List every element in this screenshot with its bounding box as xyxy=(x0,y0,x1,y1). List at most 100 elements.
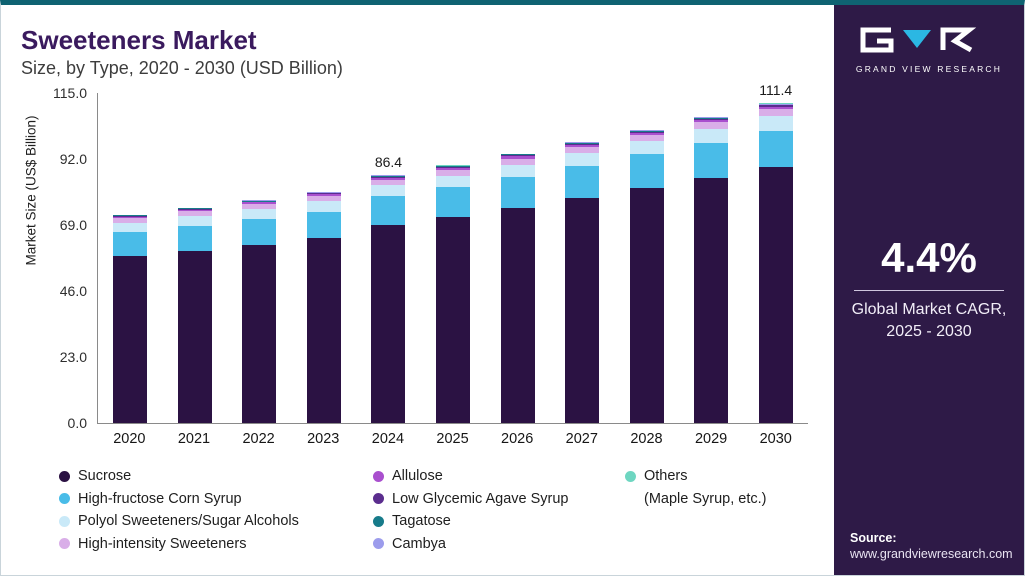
bar-segment xyxy=(758,130,793,168)
bar-slot-2023 xyxy=(292,93,357,423)
x-tick-label-2029: 2029 xyxy=(694,431,728,447)
stacked-bar-2025 xyxy=(436,165,470,423)
legend-label: Allulose xyxy=(392,468,443,485)
bar-segment xyxy=(177,208,212,209)
source-url: www.grandviewresearch.com xyxy=(850,547,1013,561)
bar-segment xyxy=(306,201,341,212)
stacked-bar-2023 xyxy=(306,191,341,423)
bar-segment xyxy=(371,176,406,178)
bar-segment xyxy=(306,211,341,239)
bar-segment xyxy=(177,216,212,226)
bar-segment xyxy=(565,144,600,147)
bar-segment xyxy=(629,188,664,423)
bar-segment xyxy=(177,250,212,423)
bar-segment xyxy=(629,131,664,133)
bar-segment xyxy=(306,192,341,193)
bar-segment xyxy=(629,130,664,131)
legend-swatch-icon xyxy=(373,538,384,550)
bar-slot-2020 xyxy=(98,93,163,423)
legend-label: Tagatose xyxy=(392,513,451,530)
bar-segment xyxy=(694,117,729,118)
source-block: Source: www.grandviewresearch.com xyxy=(850,531,1013,561)
legend-item: High-fructose Corn Syrup xyxy=(59,488,373,511)
bar-slot-2024: 86.4 xyxy=(356,93,421,423)
bar-segment xyxy=(371,175,406,177)
legend-column: Allulose Low Glycemic Agave Syrup Tagatose… xyxy=(373,465,625,555)
bar-segment xyxy=(177,208,212,210)
bar-segment xyxy=(629,134,664,142)
bar-slot-2026 xyxy=(485,93,550,423)
stacked-bar-2026 xyxy=(500,153,535,423)
bar-segment xyxy=(694,142,729,178)
bar-segment xyxy=(758,106,793,110)
bar-slot-2025 xyxy=(421,93,486,423)
y-tick-label: 115.0 xyxy=(53,85,87,101)
legend-swatch-icon xyxy=(59,470,70,482)
legend-column: Sucrose High-fructose Corn Syrup Polyol Sw… xyxy=(59,465,373,555)
bar-segment xyxy=(436,175,470,188)
bar-segment xyxy=(177,209,212,212)
bar-slot-2028 xyxy=(614,93,679,423)
bar-segment xyxy=(565,153,600,166)
cagr-value: 4.4% xyxy=(881,234,977,281)
bar-segment xyxy=(629,154,664,189)
bar-slot-2021 xyxy=(163,93,228,423)
chart-panel: Sweeteners Market Size, by Type, 2020 - … xyxy=(1,5,834,575)
bar-value-label-2024: 86.4 xyxy=(374,154,403,171)
x-tick-label-2026: 2026 xyxy=(501,431,534,447)
bar-value-label-2030: 111.4 xyxy=(759,82,793,99)
bar-slot-2030: 111.4 xyxy=(743,82,808,423)
legend-item: Others xyxy=(625,465,767,488)
cagr-divider xyxy=(854,290,1004,291)
bar-slot-2027 xyxy=(550,93,615,423)
bar-segment xyxy=(500,155,535,157)
legend-swatch-icon xyxy=(59,515,70,527)
bar-segment xyxy=(436,187,470,217)
legend-item: Tagatose xyxy=(373,510,625,533)
bar-segment xyxy=(436,165,470,167)
legend-sublabel: (Maple Syrup, etc.) xyxy=(644,490,767,507)
grand-view-research-logo: GRAND VIEW RESEARCH xyxy=(855,27,1003,74)
x-tick-label-2020: 2020 xyxy=(113,431,146,447)
bar-segment xyxy=(242,202,277,205)
gvr-logo-icon xyxy=(860,27,977,53)
bar-segment xyxy=(500,154,535,156)
legend-label: Low Glycemic Agave Syrup xyxy=(392,490,569,507)
bar-segment xyxy=(113,223,148,233)
bar-segment xyxy=(177,211,212,217)
bar-segment xyxy=(436,166,470,168)
bar-segment xyxy=(306,196,341,202)
bar-segment xyxy=(371,196,406,225)
bar-segment xyxy=(436,167,470,169)
cagr-block: 4.4% Global Market CAGR, 2025 - 2030 xyxy=(852,234,1007,343)
bar-segment xyxy=(436,168,470,171)
x-axis-labels: 2020 2021 2022 2023 2024 2025 2026 2027 2028 2029… xyxy=(97,431,808,447)
legend-label: Polyol Sweeteners/Sugar Alcohols xyxy=(78,513,299,530)
bar-segment xyxy=(306,193,341,195)
bar-segment xyxy=(758,104,793,106)
cagr-caption-line1: Global Market CAGR, xyxy=(851,301,1007,318)
bar-segment xyxy=(371,185,406,197)
bar-segment xyxy=(500,153,535,155)
bar-segment xyxy=(306,238,341,423)
x-tick-label-2023: 2023 xyxy=(307,431,340,447)
bar-segment xyxy=(629,130,664,132)
y-axis-ticks: 0.0 23.0 46.0 69.0 92.0 115.0 xyxy=(43,85,97,431)
bar-segment xyxy=(242,200,277,202)
legend-label: Cambya xyxy=(392,535,446,552)
cagr-caption-line2: 2025 - 2030 xyxy=(886,323,972,340)
legend-label: High-intensity Sweeteners xyxy=(78,535,247,552)
legend-item: Allulose xyxy=(373,465,625,488)
bar-segment xyxy=(371,224,406,423)
bar-segment xyxy=(758,109,793,117)
bars-container: 86.4 111.4 xyxy=(98,82,808,423)
legend-swatch-icon xyxy=(373,493,384,505)
bar-segment xyxy=(694,118,729,120)
legend-item: Low Glycemic Agave Syrup xyxy=(373,488,625,511)
bar-segment xyxy=(113,216,148,219)
bar-segment xyxy=(565,198,600,423)
bar-segment xyxy=(694,122,729,129)
bar-segment xyxy=(565,142,600,144)
source-label: Source: xyxy=(850,531,897,545)
